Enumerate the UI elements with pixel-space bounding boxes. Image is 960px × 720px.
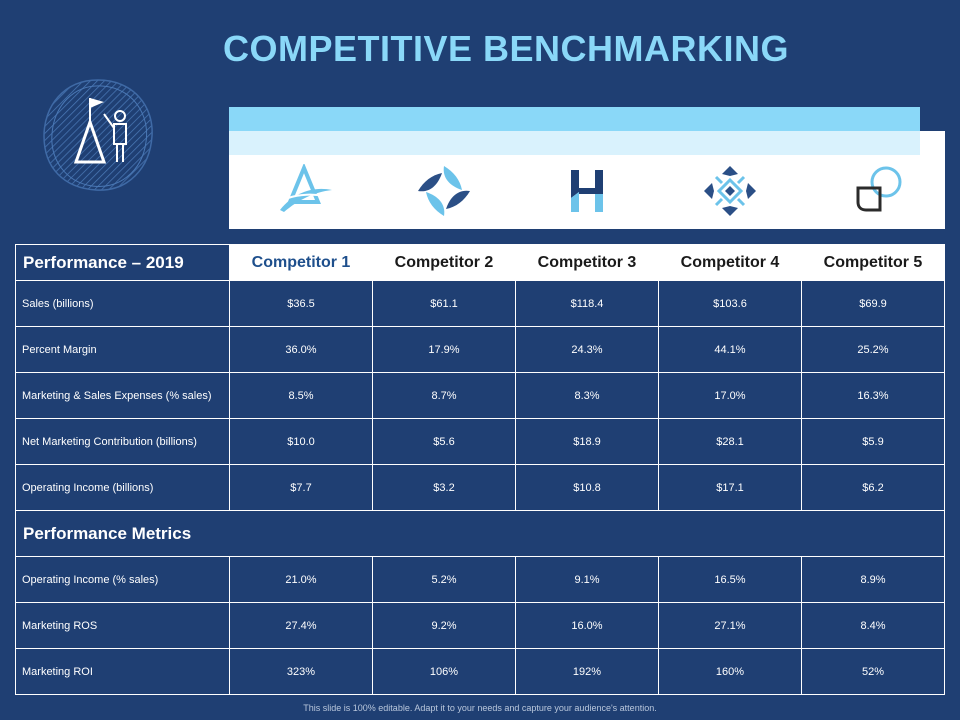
diamond-arrows-logo-icon	[704, 166, 756, 216]
table-cell: $6.2	[801, 464, 945, 511]
table-cell: $17.1	[658, 464, 802, 511]
h-bracket-logo-icon	[571, 170, 603, 212]
table-cell: 17.0%	[658, 372, 802, 419]
table-cell: 8.7%	[372, 372, 516, 419]
banner-stripe	[229, 107, 920, 131]
table-row: Operating Income (billions) $7.7 $3.2 $1…	[15, 464, 945, 511]
triangle-swoosh-logo-icon	[280, 164, 332, 212]
table-cell: $5.9	[801, 418, 945, 465]
table-cell: $10.0	[229, 418, 373, 465]
table-cell: 24.3%	[515, 326, 659, 373]
row-label: Percent Margin	[15, 326, 230, 373]
banner-stripe-light	[229, 131, 920, 155]
table-cell: $61.1	[372, 280, 516, 327]
table-cell: 27.1%	[658, 602, 802, 649]
table-cell: 8.3%	[515, 372, 659, 419]
table-cell: 16.3%	[801, 372, 945, 419]
table-cell: $36.5	[229, 280, 373, 327]
table-cell: 160%	[658, 648, 802, 695]
benchmark-table: Performance – 2019 Competitor 1 Competit…	[15, 244, 945, 695]
row-label: Marketing ROS	[15, 602, 230, 649]
table-cell: 9.2%	[372, 602, 516, 649]
row-label: Marketing & Sales Expenses (% sales)	[15, 372, 230, 419]
businessman-with-flag-icon	[43, 79, 153, 191]
section-title-performance-metrics: Performance Metrics	[15, 510, 945, 557]
table-cell: 8.4%	[801, 602, 945, 649]
footer-note: This slide is 100% editable. Adapt it to…	[303, 703, 657, 713]
table-row: Net Marketing Contribution (billions) $1…	[15, 418, 945, 465]
rounded-square-circle-logo-icon	[856, 166, 902, 212]
table-cell: 16.0%	[515, 602, 659, 649]
table-row: Marketing ROI 323% 106% 192% 160% 52%	[15, 648, 945, 695]
table-cell: $18.9	[515, 418, 659, 465]
table-cell: $3.2	[372, 464, 516, 511]
row-label: Operating Income (billions)	[15, 464, 230, 511]
table-cell: 52%	[801, 648, 945, 695]
table-cell: 106%	[372, 648, 516, 695]
table-cell: 8.9%	[801, 556, 945, 603]
table-cell: $103.6	[658, 280, 802, 327]
table-cell: 5.2%	[372, 556, 516, 603]
table-cell: $5.6	[372, 418, 516, 465]
row-label: Operating Income (% sales)	[15, 556, 230, 603]
table-row: Marketing & Sales Expenses (% sales) 8.5…	[15, 372, 945, 419]
table-row: Marketing ROS 27.4% 9.2% 16.0% 27.1% 8.4…	[15, 602, 945, 649]
table-cell: 25.2%	[801, 326, 945, 373]
table-cell: $7.7	[229, 464, 373, 511]
table-cell: $10.8	[515, 464, 659, 511]
table-cell: $28.1	[658, 418, 802, 465]
table-cell: 192%	[515, 648, 659, 695]
table-row: Percent Margin 36.0% 17.9% 24.3% 44.1% 2…	[15, 326, 945, 373]
table-row: Operating Income (% sales) 21.0% 5.2% 9.…	[15, 556, 945, 603]
table-cell: 16.5%	[658, 556, 802, 603]
diamond-leaf-logo-icon	[418, 166, 470, 216]
table-cell: 17.9%	[372, 326, 516, 373]
table-row: Sales (billions) $36.5 $61.1 $118.4 $103…	[15, 280, 945, 327]
column-header-competitor-2: Competitor 2	[372, 244, 516, 281]
section-title-performance-2019: Performance – 2019	[15, 244, 230, 281]
table-cell: 21.0%	[229, 556, 373, 603]
column-header-competitor-5: Competitor 5	[801, 244, 945, 281]
row-label: Sales (billions)	[15, 280, 230, 327]
table-header-row: Performance – 2019 Competitor 1 Competit…	[15, 244, 945, 281]
column-header-competitor-1: Competitor 1	[229, 244, 373, 281]
page-title: COMPETITIVE BENCHMARKING	[222, 28, 789, 69]
column-header-competitor-4: Competitor 4	[658, 244, 802, 281]
table-cell: 36.0%	[229, 326, 373, 373]
table-cell: 44.1%	[658, 326, 802, 373]
table-cell: 27.4%	[229, 602, 373, 649]
table-cell: $118.4	[515, 280, 659, 327]
table-cell: $69.9	[801, 280, 945, 327]
table-cell: 323%	[229, 648, 373, 695]
column-header-competitor-3: Competitor 3	[515, 244, 659, 281]
section-row-performance-metrics: Performance Metrics	[15, 510, 945, 557]
table-cell: 9.1%	[515, 556, 659, 603]
row-label: Marketing ROI	[15, 648, 230, 695]
table-cell: 8.5%	[229, 372, 373, 419]
row-label: Net Marketing Contribution (billions)	[15, 418, 230, 465]
